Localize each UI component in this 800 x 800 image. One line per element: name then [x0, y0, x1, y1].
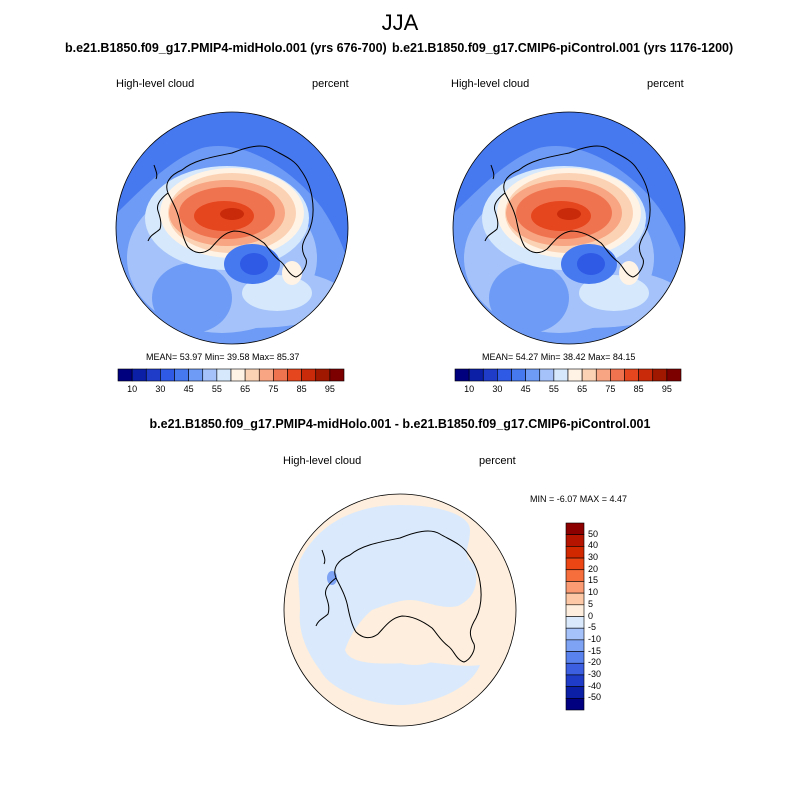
season-title: JJA	[381, 10, 419, 35]
difference-colorbar-cell	[565, 592, 585, 606]
difference-colorbar-tick: 10	[588, 587, 599, 598]
panel1-colorbar-tick: 75	[268, 384, 279, 394]
difference-colorbar-cell	[565, 674, 585, 687]
panel2-colorbar	[454, 368, 682, 382]
panel1-title: b.e21.B1850.f09_g17.PMIP4-midHolo.001 (y…	[65, 41, 387, 55]
difference-colorbar-tick: 30	[588, 552, 599, 563]
panel1-colorbar-tick: 10	[127, 384, 138, 394]
panel2-colorbar-cell	[610, 368, 625, 382]
panel1-colorbar-tick: 45	[183, 384, 194, 394]
difference-colorbar-tick: -5	[588, 622, 597, 633]
panel2-colorbar-tick: 30	[492, 384, 503, 394]
difference-colorbar-tick: 20	[588, 563, 599, 574]
difference-colorbar-cell	[565, 662, 585, 676]
panel2-colorbar-cell	[581, 368, 597, 382]
panel1-colorbar-cell	[160, 368, 175, 382]
panel2-colorbar-cell	[482, 368, 498, 382]
difference-colorbar-tick: 50	[588, 528, 599, 539]
panel1-colorbar-cell	[174, 368, 189, 382]
difference-colorbar-tick: -20	[588, 657, 602, 668]
panel2-colorbar-cell	[666, 368, 682, 382]
panel2-colorbar-cell	[595, 368, 611, 382]
panel2-colorbar-cell	[553, 368, 569, 382]
panel2-colorbar-cell	[511, 368, 526, 382]
difference-colorbar	[565, 522, 585, 711]
difference-map	[283, 493, 517, 727]
panel2-colorbar-tick: 45	[520, 384, 531, 394]
panel2-colorbar-cell	[539, 368, 555, 382]
panel1-colorbar-tick: 85	[296, 384, 307, 394]
panel2-colorbar-tick: 75	[605, 384, 616, 394]
difference-units-label: percent	[479, 455, 516, 467]
difference-colorbar-cell	[565, 698, 585, 711]
panel2-colorbar-cell	[468, 368, 484, 382]
panel1-colorbar-cell	[145, 368, 161, 382]
panel1-colorbar-cell	[216, 368, 232, 382]
difference-colorbar-cell	[565, 627, 585, 641]
difference-colorbar-tick: -10	[588, 633, 602, 644]
difference-colorbar-tick: -40	[588, 680, 602, 691]
panel1-colorbar-cell	[202, 368, 218, 382]
panel2-units-label: percent	[647, 78, 684, 90]
panel2-colorbar-cell	[652, 368, 668, 382]
panel2-colorbar-tick: 95	[661, 384, 672, 394]
difference-colorbar-cell	[565, 557, 585, 571]
difference-colorbar-tick: 40	[588, 540, 599, 551]
difference-colorbar-cell	[565, 616, 585, 629]
panel2-colorbar-cell	[567, 368, 583, 382]
difference-colorbar-tick: 0	[588, 610, 594, 621]
difference-colorbar-tick: -50	[588, 692, 602, 703]
difference-colorbar-tick: 15	[588, 575, 599, 586]
difference-colorbar-tick: 5	[588, 598, 594, 609]
difference-colorbar-tick: -15	[588, 645, 602, 656]
panel1-units-label: percent	[312, 78, 349, 90]
panel2-colorbar-cell	[497, 368, 512, 382]
difference-title: b.e21.B1850.f09_g17.PMIP4-midHolo.001 - …	[149, 417, 651, 431]
panel1-colorbar-cell	[329, 368, 345, 382]
panel2-map	[452, 111, 686, 345]
panel2-colorbar-cell	[525, 368, 541, 382]
panel1-colorbar-tick: 55	[211, 384, 222, 394]
panel1-colorbar-cell	[117, 368, 133, 382]
panel1-colorbar-cell	[301, 368, 317, 382]
panel1-colorbar-tick: 95	[324, 384, 335, 394]
panel1-colorbar-cell	[131, 368, 147, 382]
difference-colorbar-cell	[565, 569, 585, 582]
difference-colorbar-cell	[565, 522, 585, 535]
panel2-colorbar-tick: 55	[548, 384, 559, 394]
difference-colorbar-cell	[565, 651, 585, 664]
panel1-colorbar-cell	[244, 368, 260, 382]
difference-colorbar-cell	[565, 686, 585, 699]
panel1-colorbar-cell	[273, 368, 288, 382]
panel1-colorbar-cell	[258, 368, 274, 382]
difference-colorbar-cell	[565, 604, 585, 617]
panel1-colorbar-cell	[287, 368, 302, 382]
panel2-variable-label: High-level cloud	[451, 78, 530, 90]
difference-variable-label: High-level cloud	[283, 455, 362, 467]
panel1-colorbar	[117, 368, 345, 382]
panel2-colorbar-tick: 10	[464, 384, 475, 394]
panel1-colorbar-cell	[230, 368, 246, 382]
difference-colorbar-tick: -30	[588, 668, 602, 679]
panel1-colorbar-cell	[188, 368, 204, 382]
panel2-colorbar-tick: 85	[633, 384, 644, 394]
panel1-map	[115, 111, 349, 345]
panel2-colorbar-cell	[624, 368, 639, 382]
panel1-colorbar-tick: 65	[240, 384, 251, 394]
panel1-colorbar-cell	[315, 368, 331, 382]
difference-colorbar-cell	[565, 581, 585, 594]
panel2-colorbar-cell	[638, 368, 654, 382]
panel2-colorbar-tick: 65	[577, 384, 588, 394]
difference-colorbar-cell	[565, 534, 585, 547]
difference-colorbar-cell	[565, 546, 585, 559]
panel1-variable-label: High-level cloud	[116, 78, 195, 90]
panel2-title: b.e21.B1850.f09_g17.CMIP6-piControl.001 …	[392, 41, 734, 55]
panel1-stats: MEAN= 53.97 Min= 39.58 Max= 85.37	[146, 352, 300, 362]
panel1-colorbar-tick: 30	[155, 384, 166, 394]
difference-stats: MIN = -6.07 MAX = 4.47	[530, 494, 628, 504]
panel2-colorbar-cell	[454, 368, 470, 382]
panel2-stats: MEAN= 54.27 Min= 38.42 Max= 84.15	[482, 352, 636, 362]
difference-colorbar-cell	[565, 639, 585, 652]
